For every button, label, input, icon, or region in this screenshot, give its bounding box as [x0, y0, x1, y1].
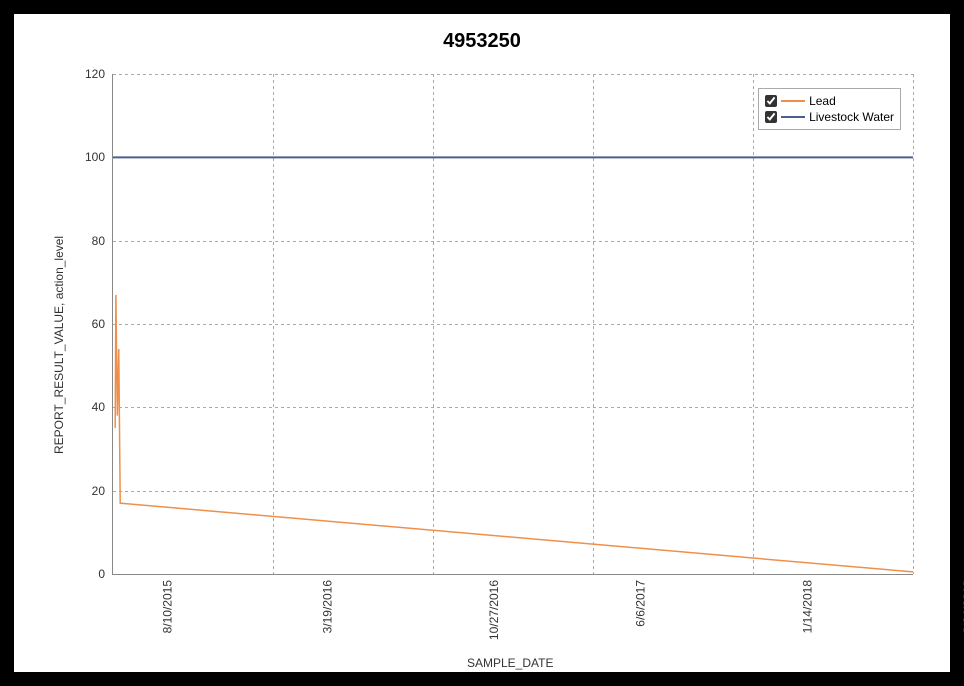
- y-tick-label: 60: [92, 317, 113, 331]
- legend-label: Livestock Water: [809, 110, 894, 124]
- legend-item: Lead: [765, 93, 894, 109]
- legend-checkbox[interactable]: [765, 111, 777, 123]
- series-line: [115, 295, 913, 572]
- x-tick-label: 10/27/2016: [487, 580, 501, 640]
- chart-frame: 4953250 0204060801001208/10/20153/19/201…: [14, 14, 950, 672]
- x-tick-label: 1/14/2018: [800, 580, 814, 633]
- gridline-vertical: [913, 74, 914, 574]
- legend-swatch: [781, 116, 805, 118]
- legend-label: Lead: [809, 94, 836, 108]
- series-layer: [113, 74, 913, 574]
- y-tick-label: 20: [92, 484, 113, 498]
- chart-title: 4953250: [14, 30, 950, 53]
- y-tick-label: 120: [85, 67, 113, 81]
- y-tick-label: 0: [98, 567, 113, 581]
- y-axis-title: REPORT_RESULT_VALUE, action_level: [52, 236, 66, 454]
- legend-swatch: [781, 100, 805, 102]
- x-axis-title: SAMPLE_DATE: [467, 656, 553, 670]
- y-tick-label: 100: [85, 150, 113, 164]
- x-tick-label: 8/10/2015: [160, 580, 174, 633]
- x-tick-label: 8/24/2018: [960, 580, 964, 633]
- legend: Lead Livestock Water: [758, 88, 901, 130]
- y-tick-label: 40: [92, 400, 113, 414]
- y-tick-label: 80: [92, 234, 113, 248]
- plot-area: 0204060801001208/10/20153/19/201610/27/2…: [112, 74, 913, 575]
- legend-item: Livestock Water: [765, 109, 894, 125]
- x-tick-label: 6/6/2017: [634, 580, 648, 627]
- x-tick-label: 3/19/2016: [320, 580, 334, 633]
- legend-checkbox[interactable]: [765, 95, 777, 107]
